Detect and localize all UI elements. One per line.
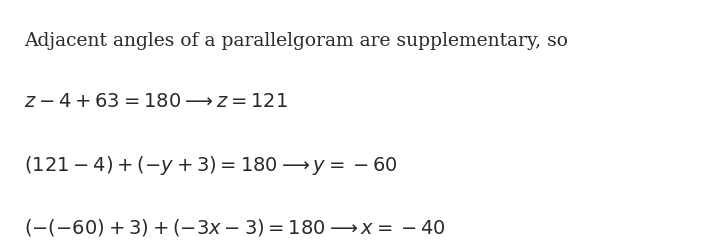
Text: $z - 4 + 63 = 180 \longrightarrow z = 121$: $z - 4 + 63 = 180 \longrightarrow z = 12… <box>24 93 288 111</box>
Text: $(121 - 4) + (-y + 3) = 180 \longrightarrow y = -60$: $(121 - 4) + (-y + 3) = 180 \longrightar… <box>24 154 397 177</box>
Text: $(-(-60) + 3) + (-3x - 3) = 180 \longrightarrow x = -40$: $(-(-60) + 3) + (-3x - 3) = 180 \longrig… <box>24 217 446 238</box>
Text: Adjacent angles of a parallelgoram are supplementary, so: Adjacent angles of a parallelgoram are s… <box>24 32 568 50</box>
